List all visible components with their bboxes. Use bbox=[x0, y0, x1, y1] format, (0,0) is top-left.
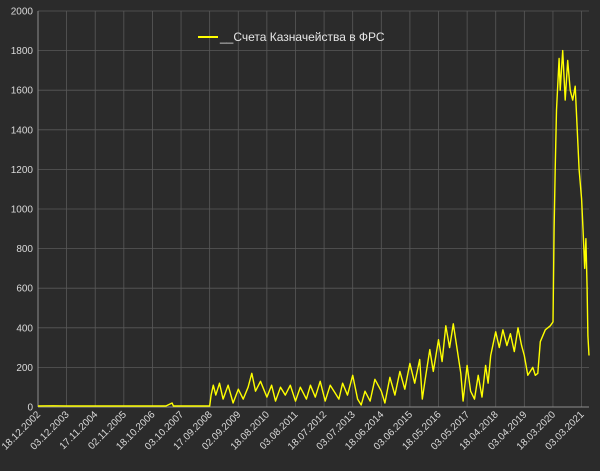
axes bbox=[37, 11, 589, 408]
y-tick-label: 0 bbox=[27, 403, 33, 414]
gridlines bbox=[37, 10, 589, 407]
y-tick-label: 200 bbox=[16, 363, 33, 374]
y-tick-label: 400 bbox=[16, 323, 33, 334]
y-tick-label: 1800 bbox=[11, 46, 34, 57]
legend-label: __Счета Казначейства в ФРС bbox=[219, 30, 385, 44]
legend: __Счета Казначейства в ФРС bbox=[198, 30, 385, 44]
series-layer bbox=[37, 49, 590, 407]
y-tick-label: 1200 bbox=[11, 165, 34, 176]
y-tick-label: 1000 bbox=[11, 205, 34, 216]
y-tick-label: 2000 bbox=[11, 7, 34, 18]
y-tick-label: 600 bbox=[16, 284, 33, 295]
y-tick-label: 800 bbox=[16, 244, 33, 255]
series-line bbox=[37, 49, 590, 407]
y-axis-ticks: 0 200 400 600 800 1000 1200 1400 1600 1800 2000 bbox=[11, 7, 34, 414]
y-tick-label: 1400 bbox=[11, 125, 34, 136]
y-tick-label: 1600 bbox=[11, 86, 34, 97]
